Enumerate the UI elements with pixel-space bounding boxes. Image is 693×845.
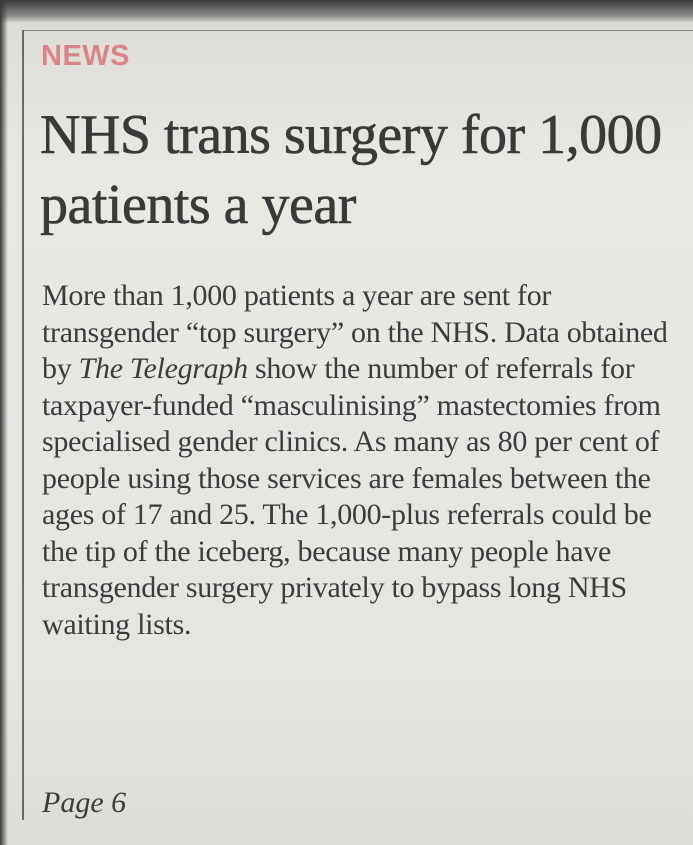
scan-edge bbox=[0, 0, 693, 22]
page-reference: Page 6 bbox=[42, 786, 127, 819]
column-rule bbox=[22, 30, 24, 820]
top-rule bbox=[22, 30, 693, 31]
headline: NHS trans surgery for 1,000 patients a y… bbox=[40, 104, 663, 237]
body-text: show the number of referrals for taxpaye… bbox=[42, 352, 661, 641]
italic-text: The Telegraph bbox=[78, 352, 248, 385]
body-text: More than 1,000 patients a year are sent… bbox=[42, 279, 668, 385]
scan-shadow bbox=[0, 0, 8, 845]
section-label: NEWS bbox=[41, 40, 130, 72]
article-body: More than 1,000 patients a year are sent… bbox=[42, 278, 687, 643]
